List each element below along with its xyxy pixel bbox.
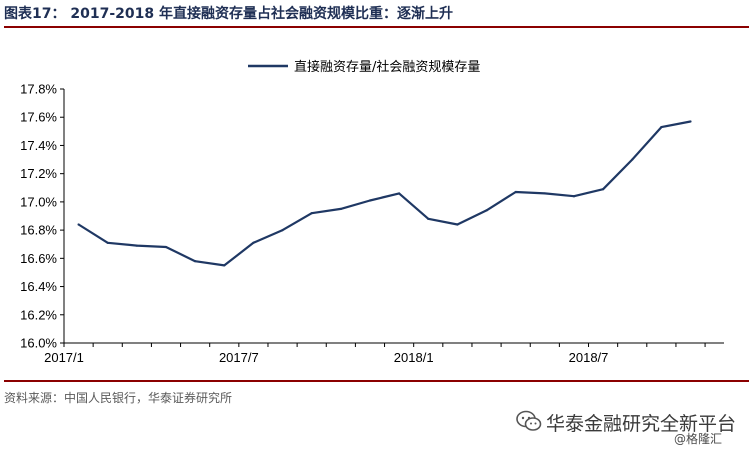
data-point: [194, 260, 197, 263]
y-tick-label: 16.4%: [20, 279, 57, 294]
data-point: [485, 209, 488, 212]
source-note: 资料来源：中国人民银行，华泰证券研究所: [4, 391, 233, 405]
data-point: [456, 223, 459, 226]
data-point: [77, 223, 80, 226]
data-point: [164, 245, 168, 249]
line-chart: 直接融资存量/社会融资规模存量 16.0% 16.2% 16.4% 16.6% 16.8…: [20, 59, 724, 365]
y-tick-label: 17.2%: [20, 166, 57, 181]
y-tick-label: 17.6%: [20, 110, 57, 125]
plot-area: [77, 120, 692, 267]
data-point: [339, 207, 342, 211]
data-point: [427, 217, 430, 220]
y-tick-label: 16.6%: [20, 251, 57, 266]
data-point: [368, 199, 372, 202]
data-point: [135, 244, 138, 247]
data-point: [631, 158, 634, 161]
data-point: [514, 190, 517, 194]
data-point: [252, 241, 255, 244]
top-rule: [4, 26, 749, 28]
data-point: [572, 195, 576, 198]
watermark-byline: @格隆汇: [674, 432, 723, 446]
data-point: [398, 192, 401, 195]
data-point: [660, 126, 663, 129]
data-point: [106, 241, 109, 244]
data-point: [281, 229, 284, 232]
y-tick-label: 17.4%: [20, 138, 57, 153]
figure-title: 2017-2018 年直接融资存量占社会融资规模比重：逐渐上升: [70, 6, 453, 22]
figure-title-block: 图表17： 2017-2018 年直接融资存量占社会融资规模比重：逐渐上升: [4, 3, 453, 22]
x-tick-label: 2018/7: [569, 350, 609, 365]
y-tick-label: 16.0%: [20, 336, 57, 351]
legend-label: 直接融资存量/社会融资规模存量: [294, 59, 480, 75]
series-line: [78, 120, 691, 267]
bottom-rule: [4, 380, 749, 382]
data-point: [601, 188, 605, 191]
data-point: [310, 212, 313, 215]
wechat-icon: [516, 410, 542, 431]
x-tick-label: 2018/1: [394, 350, 434, 365]
data-point: [543, 192, 546, 195]
data-point: [223, 264, 226, 267]
figure-label: 图表17：: [4, 6, 66, 22]
y-tick-label: 16.8%: [20, 223, 57, 238]
y-tick-label: 16.2%: [20, 307, 57, 322]
axes: 16.0% 16.2% 16.4% 16.6% 16.8% 17.0% 17.2% 17.4%…: [20, 82, 724, 365]
watermark: 华泰金融研究全新平台 @格隆汇: [516, 408, 748, 448]
x-tick-label: 2017/1: [44, 350, 84, 365]
watermark-name: 华泰金融研究全新平台: [546, 413, 737, 435]
data-point: [689, 120, 692, 123]
y-tick-label: 17.0%: [20, 194, 57, 209]
legend: 直接融资存量/社会融资规模存量: [248, 59, 480, 75]
x-tick-label: 2017/7: [219, 350, 259, 365]
y-tick-label: 17.8%: [20, 82, 57, 97]
